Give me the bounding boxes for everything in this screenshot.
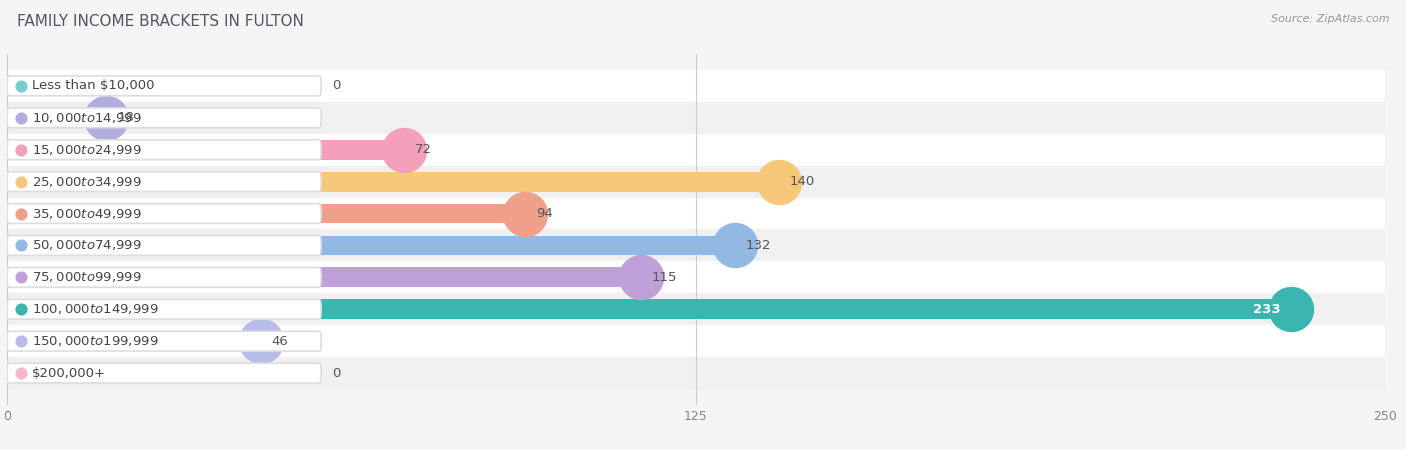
Point: [10, 306, 32, 313]
Text: 140: 140: [790, 175, 815, 188]
Text: $200,000+: $200,000+: [32, 367, 105, 380]
Point: [392, 146, 415, 153]
Point: [513, 210, 536, 217]
Text: 0: 0: [332, 79, 340, 92]
Text: $75,000 to $99,999: $75,000 to $99,999: [32, 270, 142, 284]
Bar: [7, 70, 1385, 102]
Point: [768, 178, 790, 185]
Text: Source: ZipAtlas.com: Source: ZipAtlas.com: [1271, 14, 1389, 23]
Point: [10, 82, 32, 90]
Bar: [7, 261, 1385, 293]
Point: [10, 242, 32, 249]
Text: 233: 233: [1253, 303, 1281, 316]
Point: [10, 274, 32, 281]
Text: 18: 18: [117, 111, 134, 124]
Point: [10, 369, 32, 377]
Text: Less than $10,000: Less than $10,000: [32, 79, 155, 92]
Bar: [7, 102, 1385, 134]
Text: $10,000 to $14,999: $10,000 to $14,999: [32, 111, 142, 125]
FancyBboxPatch shape: [7, 204, 321, 224]
Text: $50,000 to $74,999: $50,000 to $74,999: [32, 238, 142, 252]
Bar: [7, 293, 1385, 325]
Text: 115: 115: [652, 271, 678, 284]
Text: $100,000 to $149,999: $100,000 to $149,999: [32, 302, 159, 316]
Bar: [7, 108, 107, 128]
FancyBboxPatch shape: [7, 140, 321, 160]
Bar: [7, 267, 641, 287]
Bar: [7, 166, 1385, 198]
Text: 94: 94: [536, 207, 553, 220]
Point: [10, 210, 32, 217]
Bar: [7, 357, 1385, 389]
FancyBboxPatch shape: [7, 172, 321, 192]
Bar: [7, 172, 779, 192]
FancyBboxPatch shape: [7, 331, 321, 351]
Text: $150,000 to $199,999: $150,000 to $199,999: [32, 334, 159, 348]
Bar: [7, 204, 524, 224]
Text: 46: 46: [271, 335, 288, 348]
Text: FAMILY INCOME BRACKETS IN FULTON: FAMILY INCOME BRACKETS IN FULTON: [17, 14, 304, 28]
Bar: [7, 235, 734, 255]
Text: 72: 72: [415, 143, 432, 156]
Point: [10, 338, 32, 345]
Point: [630, 274, 652, 281]
Bar: [7, 140, 404, 160]
Text: 0: 0: [332, 367, 340, 380]
Bar: [7, 198, 1385, 230]
Bar: [7, 230, 1385, 261]
FancyBboxPatch shape: [7, 267, 321, 287]
Text: $15,000 to $24,999: $15,000 to $24,999: [32, 143, 142, 157]
Text: $35,000 to $49,999: $35,000 to $49,999: [32, 207, 142, 220]
Bar: [7, 299, 1291, 319]
Bar: [7, 134, 1385, 166]
Bar: [7, 325, 1385, 357]
Text: 132: 132: [745, 239, 770, 252]
Text: $25,000 to $34,999: $25,000 to $34,999: [32, 175, 142, 189]
FancyBboxPatch shape: [7, 299, 321, 319]
Point: [10, 146, 32, 153]
FancyBboxPatch shape: [7, 363, 321, 383]
FancyBboxPatch shape: [7, 76, 321, 96]
Point: [249, 338, 271, 345]
FancyBboxPatch shape: [7, 108, 321, 128]
Point: [1279, 306, 1302, 313]
Point: [96, 114, 118, 122]
Bar: [7, 331, 260, 351]
FancyBboxPatch shape: [7, 235, 321, 255]
Point: [10, 114, 32, 122]
Point: [10, 178, 32, 185]
Point: [723, 242, 745, 249]
